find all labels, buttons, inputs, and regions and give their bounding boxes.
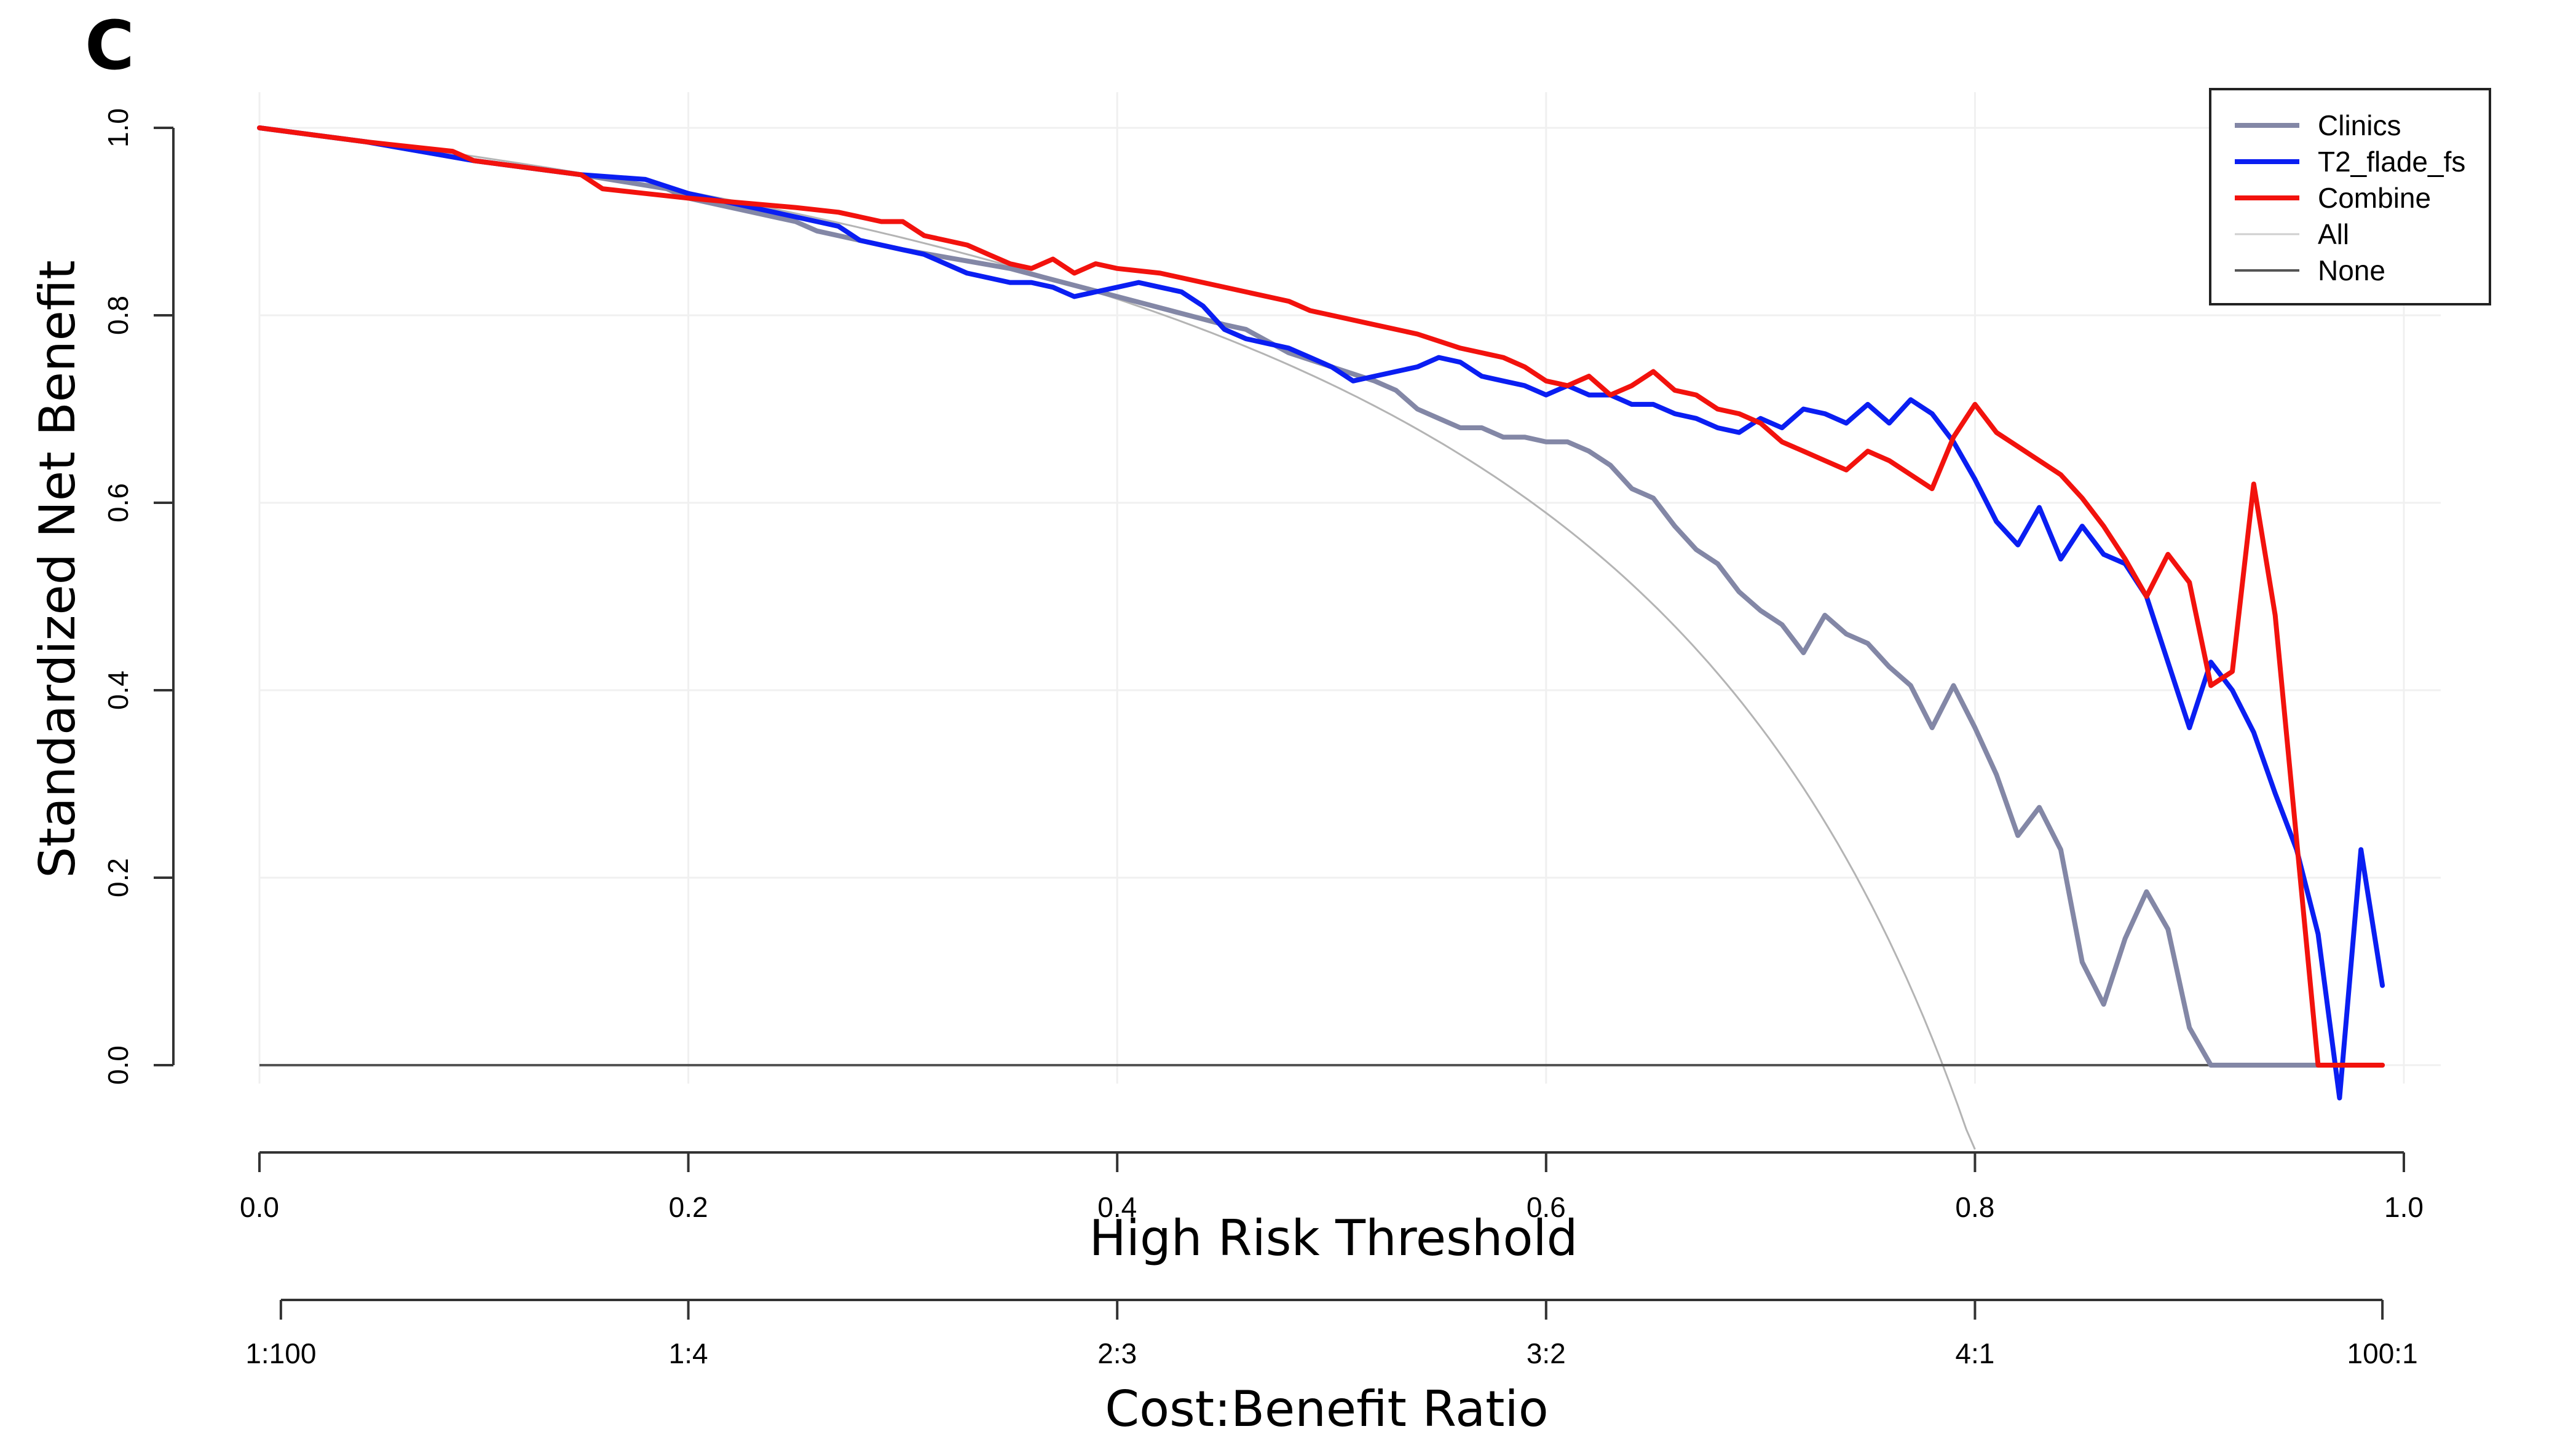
x-tick-label-0: 0.0 xyxy=(240,1191,279,1223)
x-tick-label-2: 0.4 xyxy=(1097,1191,1137,1223)
y-tick-label-5: 1.0 xyxy=(102,108,134,148)
y-tick-label-4: 0.8 xyxy=(102,296,134,335)
y-tick-label-0: 0.0 xyxy=(102,1045,134,1085)
secondary-x-tick-label-4: 4:1 xyxy=(1955,1337,1994,1369)
y-tick-label-3: 0.6 xyxy=(102,483,134,522)
x-tick-label-3: 0.6 xyxy=(1527,1191,1566,1223)
secondary-x-tick-label-2: 2:3 xyxy=(1097,1337,1137,1369)
x-tick-label-1: 0.2 xyxy=(669,1191,708,1223)
series-group xyxy=(257,125,2385,1101)
legend-label-3: Combine xyxy=(2318,182,2431,214)
legend: Clinics T2_flade_fs Combine All None xyxy=(2209,88,2491,305)
panel-label: C xyxy=(85,6,135,85)
series-line-2 xyxy=(257,125,2385,1101)
y-tick-label-1: 0.2 xyxy=(102,858,134,897)
x-tick-label-5: 1.0 xyxy=(2384,1191,2424,1223)
series-line-1 xyxy=(257,125,2385,1068)
y-axis-label: Standardized Net Benefit xyxy=(29,260,86,878)
legend-label-5: None xyxy=(2318,254,2385,286)
legend-label-1: Clinics xyxy=(2318,109,2401,141)
secondary-x-axis-label: Cost:Benefit Ratio xyxy=(1105,1380,1548,1438)
secondary-x-tick-label-0: 1:100 xyxy=(245,1337,316,1369)
secondary-x-tick-label-1: 1:4 xyxy=(669,1337,708,1369)
y-tick-label-2: 0.4 xyxy=(102,671,134,710)
series-line-3 xyxy=(257,125,2385,1068)
x-axis-label: High Risk Threshold xyxy=(1089,1210,1578,1267)
legend-label-2: T2_flade_fs xyxy=(2318,146,2465,178)
secondary-x-tick-label-5: 100:1 xyxy=(2347,1337,2418,1369)
axes: 0.0 0.2 0.4 0.6 0.8 1.0 0.0 0.2 0.4 0.6 0.8 1.0 1:10… xyxy=(102,108,2424,1369)
x-tick-label-4: 0.8 xyxy=(1955,1191,1994,1223)
secondary-x-tick-label-3: 3:2 xyxy=(1527,1337,1566,1369)
legend-label-4: All xyxy=(2318,218,2349,250)
